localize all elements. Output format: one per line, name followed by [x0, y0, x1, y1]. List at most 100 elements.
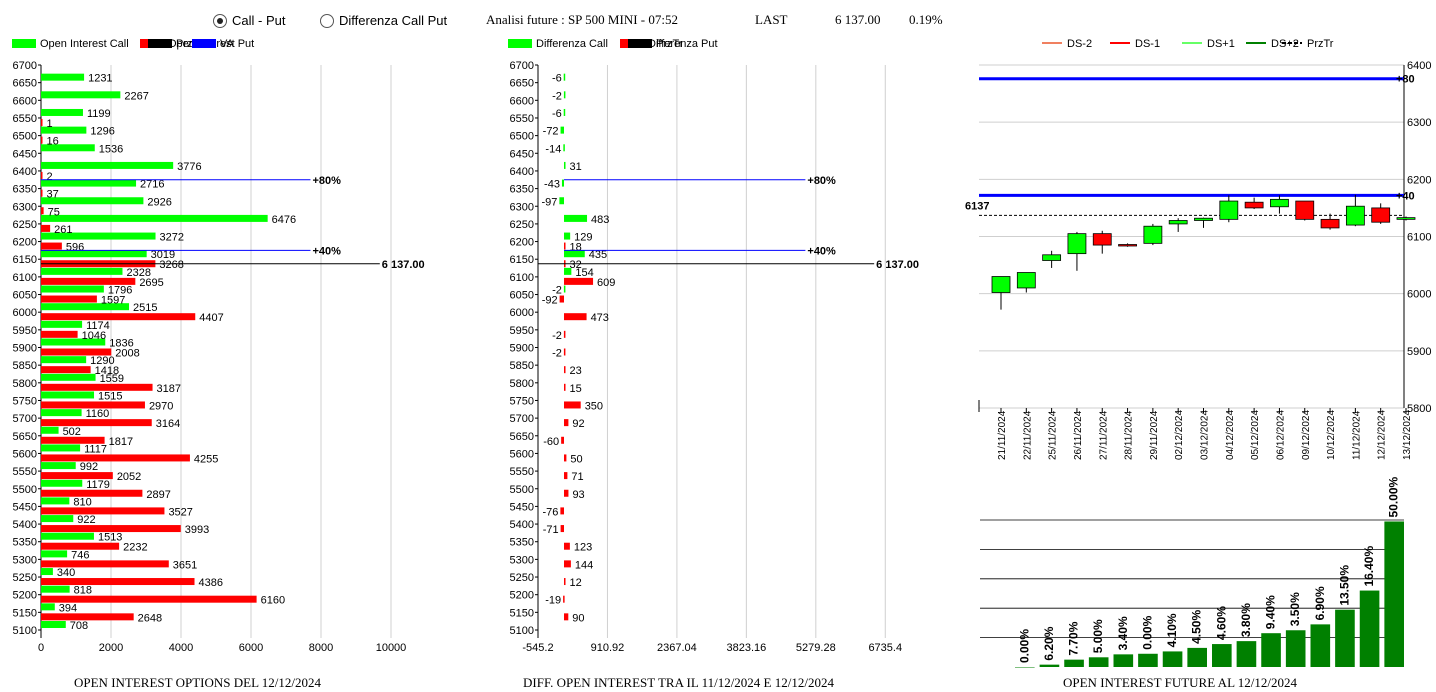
legend-label: Open Interest Call — [40, 38, 129, 50]
radio-call-put-label: Call - Put — [232, 13, 286, 28]
bar-value-label: 3187 — [157, 383, 181, 395]
y-tick-label: 5500 — [510, 484, 534, 496]
call-bar — [41, 462, 76, 470]
bar-value-label: 129 — [574, 232, 592, 244]
call-bar — [41, 91, 121, 99]
call-bar — [564, 267, 572, 275]
y-tick-label: 6450 — [13, 148, 37, 160]
y-tick-label: 6400 — [1407, 60, 1431, 72]
radio-unselected-icon — [320, 13, 334, 28]
put-bar — [564, 613, 569, 621]
candle-body — [991, 276, 1011, 293]
bar-value-label: 2328 — [126, 267, 150, 279]
bar-value-label: 3993 — [185, 524, 209, 536]
put-bar — [564, 419, 569, 427]
bar-value-label: 1597 — [101, 295, 125, 307]
call-bar — [41, 197, 144, 205]
y-tick-label: 6300 — [13, 201, 37, 213]
last-value: 6 137.00 — [835, 12, 881, 27]
radio-difference-label: Differenza Call Put — [339, 13, 448, 28]
call-bar — [41, 232, 156, 240]
y-tick-label: 6050 — [13, 290, 37, 302]
call-bar — [41, 214, 268, 222]
y-tick-label: 6400 — [13, 166, 37, 178]
bar-value-label: 15 — [570, 383, 582, 395]
candle-body — [1067, 233, 1087, 255]
y-tick-label: 6700 — [13, 60, 37, 72]
call-bar — [563, 91, 566, 99]
y-tick-label: 5350 — [13, 537, 37, 549]
radio-call-put[interactable]: Call - Put — [213, 13, 285, 28]
x-date-label: 12/12/2024 — [1377, 410, 1388, 460]
bar-value-label: 1559 — [100, 373, 124, 385]
put-bar — [564, 542, 570, 550]
x-date-label: 25/11/2024 — [1048, 410, 1059, 460]
y-tick-label: 6600 — [510, 95, 534, 107]
bar-value-label: 4407 — [199, 312, 223, 324]
va-line-label: +40% — [807, 245, 836, 257]
legend-swatch — [508, 39, 532, 48]
chart4-caption: OPEN INTEREST FUTURE AL 12/12/2024 — [1063, 675, 1298, 690]
y-tick-label: 5250 — [13, 572, 37, 584]
y-tick-label: 6550 — [13, 113, 37, 125]
call-bar — [41, 285, 104, 293]
oi-future-label: 6.20% — [1042, 626, 1056, 660]
bar-value-label: 1117 — [84, 443, 107, 455]
bar-value-label: 2970 — [149, 400, 173, 412]
candle-body — [1270, 198, 1289, 208]
y-tick-label: 6300 — [1407, 117, 1431, 129]
x-tick-label: 910.92 — [591, 642, 625, 654]
oi-future-bar — [1162, 651, 1183, 667]
y-tick-label: 5750 — [510, 395, 534, 407]
y-tick-label: 5300 — [13, 554, 37, 566]
oi-future-bar — [1285, 630, 1306, 667]
bar-value-label: 483 — [591, 214, 609, 226]
bar-value-label: -2 — [552, 348, 562, 360]
put-bar — [563, 348, 566, 356]
legend-swatch — [192, 39, 216, 48]
x-date-label: 28/11/2024 — [1124, 410, 1135, 460]
call-bar — [41, 532, 94, 540]
bar-value-label: 2515 — [133, 302, 157, 314]
y-tick-label: 6000 — [1407, 289, 1431, 301]
call-bar — [41, 179, 137, 187]
legend-swatch — [628, 39, 652, 48]
put-bar — [564, 472, 568, 480]
bar-value-label: 6160 — [261, 595, 285, 607]
bar-value-label: 1513 — [98, 532, 122, 544]
put-bar — [564, 242, 566, 250]
bar-value-label: 2695 — [139, 277, 163, 289]
y-tick-label: 6150 — [510, 254, 534, 266]
put-bar — [560, 525, 565, 533]
bar-value-label: 1817 — [109, 436, 133, 448]
put-bar — [41, 171, 43, 179]
x-date-label: 27/11/2024 — [1098, 410, 1109, 460]
call-bar — [41, 568, 53, 576]
put-bar — [41, 595, 257, 603]
call-bar — [41, 303, 130, 311]
y-tick-label: 6300 — [510, 201, 534, 213]
bar-value-label: 1174 — [86, 320, 110, 332]
put-bar — [564, 560, 571, 568]
bar-value-label: -43 — [544, 179, 560, 191]
last-label: LAST — [755, 12, 788, 27]
price-label: 6137 — [965, 200, 989, 212]
bar-value-label: 1796 — [108, 285, 132, 297]
put-bar — [564, 454, 567, 462]
bar-value-label: 1836 — [109, 338, 133, 350]
call-bar — [41, 126, 87, 134]
candle-body — [1194, 217, 1213, 221]
bar-value-label: 1160 — [86, 408, 110, 420]
bar-value-label: 12 — [570, 577, 582, 589]
call-bar — [41, 161, 174, 169]
radio-difference[interactable]: Differenza Call Put — [320, 13, 447, 28]
call-bar — [564, 161, 566, 169]
bar-value-label: -71 — [543, 524, 559, 536]
x-date-label: 06/12/2024 — [1275, 410, 1286, 460]
oi-future-bar — [1064, 659, 1084, 667]
put-bar — [41, 525, 181, 533]
candle-body — [1143, 225, 1163, 244]
bar-value-label: -97 — [541, 196, 557, 208]
